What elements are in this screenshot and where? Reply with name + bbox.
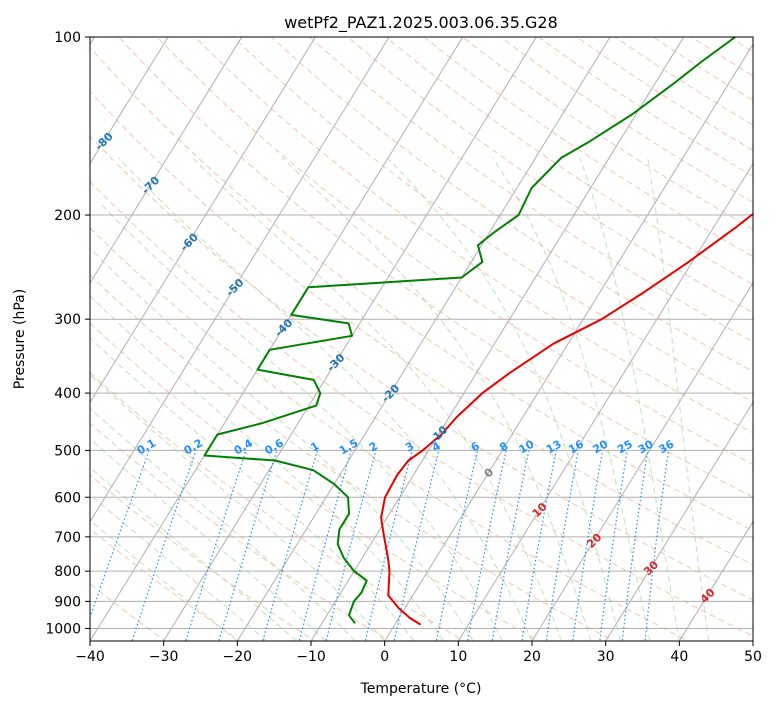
dry-adiabat [461,37,753,230]
isotherm-line [90,37,243,284]
moist-adiabat [191,157,562,641]
y-tick-label: 200 [54,208,81,224]
mixing-ratio-line [644,450,670,641]
y-tick-label: 800 [54,564,81,580]
mixing-ratio-line [599,450,628,641]
x-tick-label: 50 [744,649,762,665]
isotherm-line [236,37,611,641]
isotherm-line [531,281,753,641]
moist-adiabat [118,157,533,641]
isotherm-line [163,37,538,641]
x-axis-label: Temperature (°C) [360,681,482,697]
mixing-ratio-line [185,450,247,641]
isotherm-line [90,37,169,165]
x-tick-label: 20 [523,649,541,665]
y-tick-label: 700 [54,530,81,546]
mixing-ratio-line [491,450,530,641]
y-tick-label: 400 [54,386,81,402]
mixing-ratio-line [621,450,649,641]
x-tick-label: 30 [597,649,615,665]
x-tick-label: −10 [296,649,326,665]
moist-adiabat [90,247,474,641]
x-tick-label: 10 [449,649,467,665]
dry-adiabat [90,180,753,637]
profile-series [203,37,753,626]
mixing-ratio-line [572,450,604,641]
dry-adiabat [308,37,753,343]
y-tick-label: 300 [54,312,81,328]
dry-adiabat [90,474,316,641]
mixing-ratio-line [90,450,150,620]
dewpoint-profile [203,37,736,624]
isotherm-line [605,401,753,641]
moist-adiabat [90,519,238,641]
isotherm-line [90,37,317,404]
mixing-ratio-line [521,450,557,641]
dry-adiabat [90,227,690,641]
dry-adiabat [232,37,753,403]
moist-adiabat [90,295,445,641]
mixing-ratio-line [218,450,278,641]
x-tick-label: −20 [223,649,253,665]
isotherm-line [90,37,390,523]
dry-adiabat [499,37,753,204]
mixing-ratio-line [131,450,197,641]
mixing-ratio-line [545,450,579,641]
y-tick-label: 500 [54,443,81,459]
x-tick-label: −40 [75,649,105,665]
moist-adiabat [90,374,386,641]
dry-adiabat [90,135,753,601]
moist-adiabat [647,157,710,641]
dry-adiabat [270,37,753,373]
y-axis: 100 200 300 400 500 600 700 800 900 1000 [45,30,90,637]
plot-frame [89,36,754,642]
y-tick-label: 900 [54,594,81,610]
dry-adiabat [537,37,753,177]
plot-area: -100-90-80-70-60-50-40-30-20-10010203040… [90,37,753,641]
isotherm-line [90,37,464,641]
isotherm-line [457,162,753,641]
y-axis-label: Pressure (hPa) [12,289,28,389]
dry-adiabat [575,37,753,151]
x-axis: −40 −30 −20 −10 0 10 20 30 40 50 [75,641,762,665]
y-tick-label: 100 [54,30,81,46]
dry-adiabat [90,90,753,566]
moist-adiabat [281,157,592,641]
chart-title: wetPf2_PAZ1.2025.003.06.35.G28 [284,13,558,33]
y-tick-label: 600 [54,490,81,506]
dry-adiabat [385,37,753,285]
dry-adiabat [423,37,753,258]
isotherm-line [310,37,685,641]
x-tick-label: 0 [380,649,389,665]
moist-adiabat [90,466,297,641]
moist-adiabat [90,493,268,641]
moist-adiabat [90,337,415,641]
moist-adiabat [386,157,621,641]
moist-adiabat [579,157,680,641]
moist-adiabat [90,438,327,641]
dry-adiabat [347,37,753,314]
dry-adiabat [90,46,753,532]
mixing-ratio-line [435,450,479,641]
dry-adiabat [90,528,241,641]
mixing-ratio-lines [90,450,670,641]
dry-adiabat [90,322,540,641]
temperature-profile [380,212,753,626]
mixing-ratio-line [393,450,440,641]
y-tick-label: 1000 [45,621,81,637]
pressure-gridlines [90,37,753,629]
moist-adiabat [90,407,356,641]
x-tick-label: 40 [670,649,688,665]
isotherm-line [678,520,753,641]
x-tick-label: −30 [149,649,179,665]
mixing-ratio-line [466,450,507,641]
